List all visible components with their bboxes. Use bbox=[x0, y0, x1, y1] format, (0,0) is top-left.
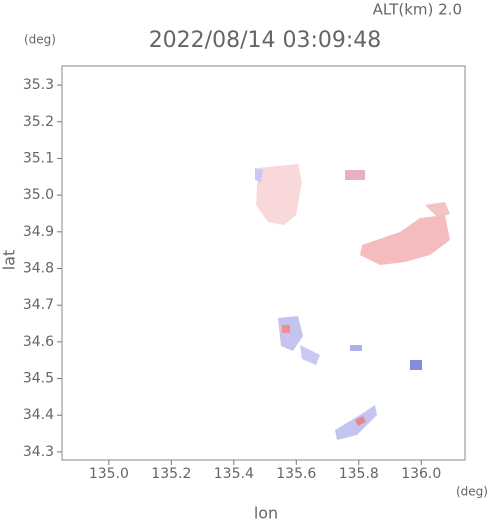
echo-area bbox=[425, 202, 450, 218]
echo-area bbox=[256, 164, 302, 225]
echo-area bbox=[355, 416, 366, 426]
y-tick-label: 35.0 bbox=[23, 187, 54, 203]
echo-area bbox=[345, 170, 365, 180]
echo-area bbox=[255, 168, 263, 182]
echo-area bbox=[282, 325, 290, 333]
y-tick-label: 34.3 bbox=[23, 444, 54, 460]
echo-area bbox=[410, 360, 422, 370]
y-tick-label: 35.3 bbox=[23, 77, 54, 93]
x-tick-label: 135.0 bbox=[89, 466, 129, 482]
x-tick-label: 135.2 bbox=[151, 466, 191, 482]
chart-title: 2022/08/14 03:09:48 bbox=[149, 28, 382, 53]
x-tick-label: 135.4 bbox=[214, 466, 254, 482]
y-unit: (deg) bbox=[24, 33, 56, 47]
y-tick-label: 34.5 bbox=[23, 371, 54, 387]
y-tick-label: 34.8 bbox=[23, 261, 54, 277]
echo-area bbox=[360, 215, 450, 265]
y-tick-label: 35.2 bbox=[23, 114, 54, 130]
x-tick-label: 135.8 bbox=[339, 466, 379, 482]
axes: 34.3 34.4 34.5 34.6 34.7 34.8 34.9 35.0 35.1 35.2… bbox=[23, 77, 441, 482]
echo-area bbox=[335, 405, 377, 440]
y-tick-label: 34.9 bbox=[23, 224, 54, 240]
echo-area bbox=[300, 345, 320, 365]
y-axis-label: lat bbox=[0, 250, 19, 271]
echo-area bbox=[350, 345, 362, 351]
altitude-label: ALT(km) 2.0 bbox=[373, 1, 462, 19]
x-tick-label: 136.0 bbox=[401, 466, 441, 482]
x-axis-label: lon bbox=[254, 504, 278, 521]
y-tick-label: 35.1 bbox=[23, 150, 54, 166]
echo-area bbox=[278, 316, 303, 351]
echoes bbox=[255, 164, 450, 440]
y-tick-label: 34.6 bbox=[23, 334, 54, 350]
plot-frame bbox=[61, 65, 466, 461]
x-tick-label: 135.6 bbox=[276, 466, 316, 482]
x-unit: (deg) bbox=[456, 485, 488, 499]
y-tick-label: 34.7 bbox=[23, 297, 54, 313]
y-tick-label: 34.4 bbox=[23, 407, 54, 423]
